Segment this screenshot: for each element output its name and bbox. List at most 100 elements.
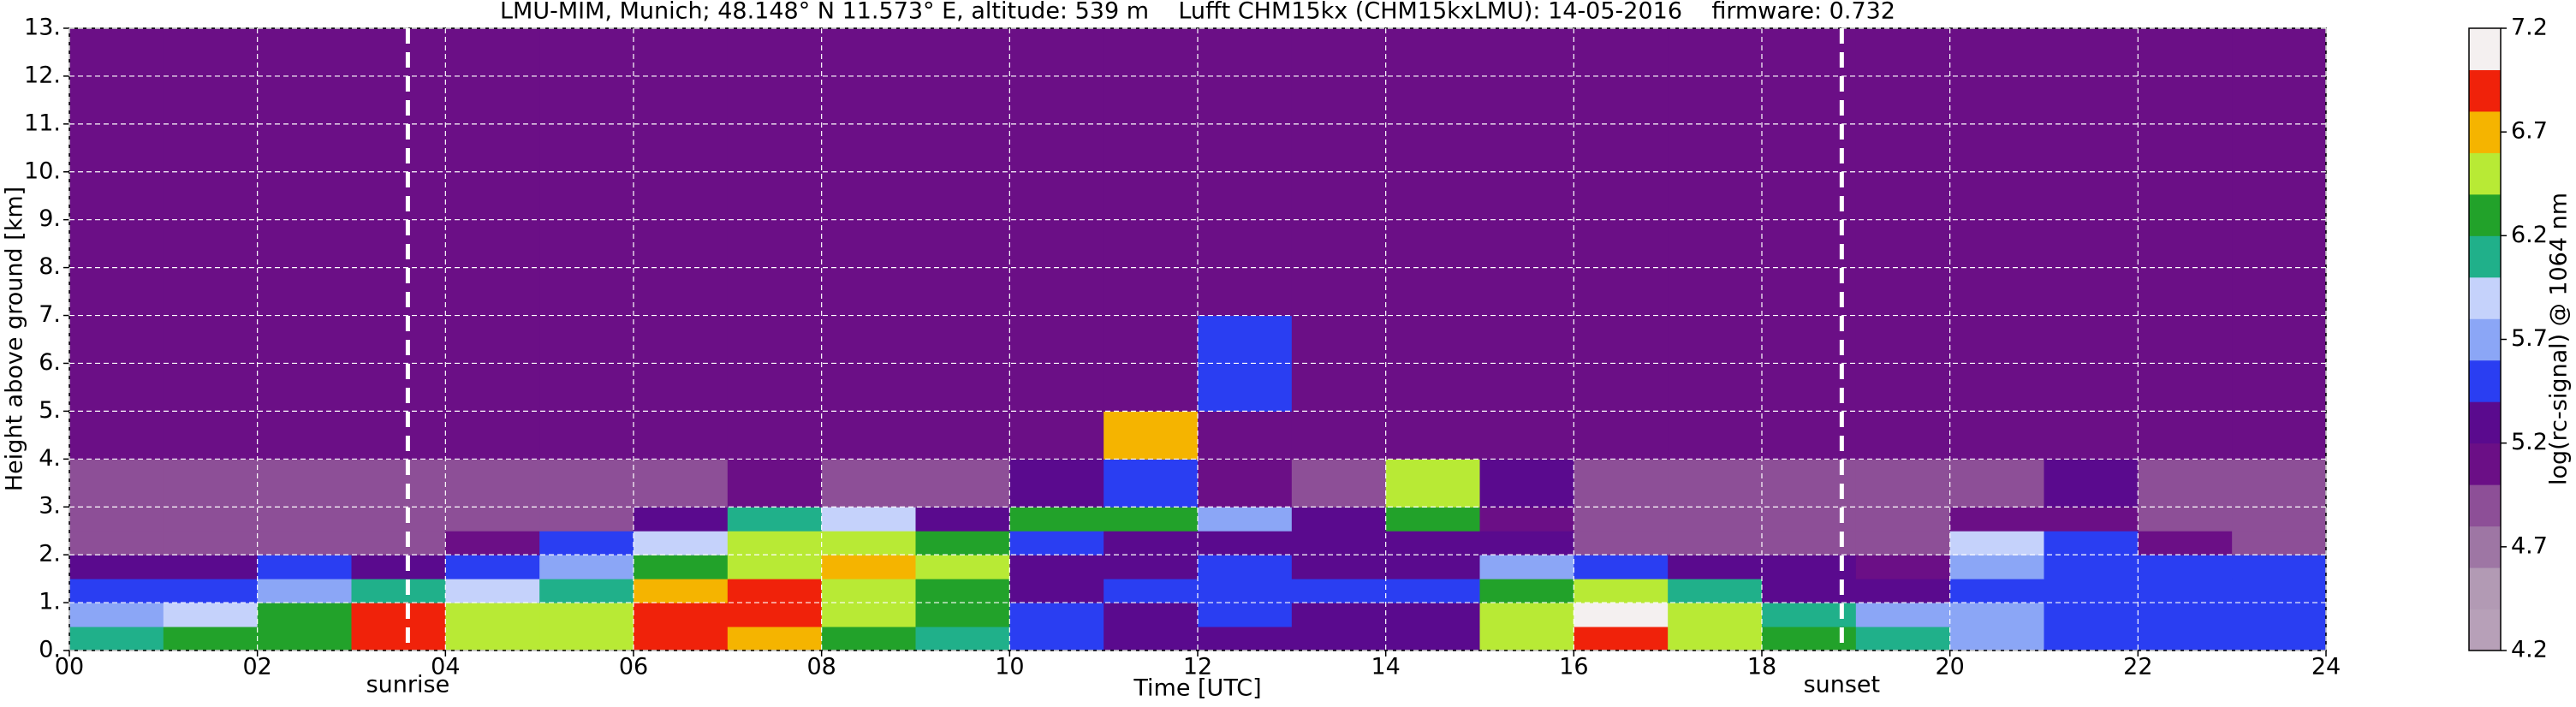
x-tick-label: 06 <box>619 654 648 680</box>
heatmap-cell <box>257 507 352 532</box>
heatmap-cell <box>1291 459 1387 508</box>
y-tick-label: 7. <box>39 301 61 328</box>
heatmap-cell <box>1479 627 1574 651</box>
heatmap-cell <box>2232 507 2327 532</box>
colorbar-segment <box>2469 359 2501 402</box>
heatmap-cell <box>1385 627 1480 651</box>
heatmap-cell <box>1104 531 1199 556</box>
heatmap-cell <box>1668 459 1763 508</box>
heatmap-cell <box>1574 627 1669 651</box>
heatmap-cell <box>69 555 164 579</box>
heatmap-cell <box>257 459 352 508</box>
annotation-label: sunrise <box>366 672 450 698</box>
heatmap-cell <box>915 627 1010 651</box>
heatmap-cell <box>1291 579 1387 603</box>
colorbar-tick-label: 6.2 <box>2511 222 2548 248</box>
heatmap-cell <box>821 507 916 532</box>
heatmap-cell <box>2044 627 2139 651</box>
heatmap-cell <box>2138 531 2233 556</box>
heatmap-cell <box>915 603 1010 627</box>
y-tick-label: 6. <box>39 349 61 376</box>
heatmap-cell <box>1668 579 1763 603</box>
heatmap-cell <box>2044 555 2139 579</box>
heatmap-cell <box>634 603 729 627</box>
heatmap-cell <box>2044 603 2139 627</box>
y-tick-label: 12. <box>24 62 61 88</box>
heatmap-cell <box>1385 507 1480 532</box>
heatmap-cell <box>1668 603 1763 627</box>
heatmap-cell <box>539 531 634 556</box>
colorbar-tick-label: 4.2 <box>2511 637 2548 663</box>
x-tick-label: 00 <box>55 654 84 680</box>
colorbar-segment <box>2469 567 2501 610</box>
heatmap-cell <box>1949 579 2044 603</box>
heatmap-cell <box>351 411 446 460</box>
heatmap-cell <box>821 555 916 579</box>
heatmap-cell <box>257 555 352 579</box>
heatmap-cell <box>1104 603 1199 627</box>
heatmap-cell <box>351 627 446 651</box>
x-tick-label: 04 <box>431 654 460 680</box>
heatmap-cell <box>1574 411 1669 460</box>
heatmap-cell <box>1198 507 1293 532</box>
heatmap-cell <box>1855 531 1951 556</box>
heatmap-cell <box>727 555 823 579</box>
heatmap-cell <box>634 627 729 651</box>
colorbar-segment <box>2469 318 2501 361</box>
heatmap-cell <box>1949 459 2044 508</box>
heatmap-cell <box>2232 459 2327 508</box>
heatmap-cell <box>69 627 164 651</box>
heatmap-cell <box>1574 507 1669 532</box>
heatmap-cell <box>727 627 823 651</box>
heatmap-cell <box>915 411 1010 460</box>
heatmap-cell <box>1385 411 1480 460</box>
colorbar-segment <box>2469 69 2501 112</box>
heatmap-cell <box>1009 555 1104 579</box>
heatmap-cell <box>163 459 259 508</box>
annotation-label: sunset <box>1804 672 1881 698</box>
heatmap-cell <box>2044 531 2139 556</box>
heatmap-cell <box>445 411 540 460</box>
heatmap-cell <box>445 555 540 579</box>
heatmap-cell <box>69 579 164 603</box>
heatmap-cell <box>351 507 446 532</box>
heatmap-cell <box>821 531 916 556</box>
heatmap-cell <box>69 531 164 556</box>
x-tick-label: 20 <box>1935 654 1964 680</box>
heatmap-cell <box>915 579 1010 603</box>
heatmap-cell <box>821 459 916 508</box>
heatmap-cell <box>1479 531 1574 556</box>
heatmap-cell <box>1855 459 1951 508</box>
heatmap-cell <box>1668 507 1763 532</box>
heatmap-cell <box>727 579 823 603</box>
heatmap-cell <box>1009 603 1104 627</box>
x-tick-label: 12 <box>1183 654 1212 680</box>
heatmap-cell <box>1009 507 1104 532</box>
heatmap-cell <box>2138 627 2233 651</box>
x-tick-label: 02 <box>242 654 271 680</box>
heatmap-cell <box>445 507 540 532</box>
heatmap-cell <box>821 579 916 603</box>
heatmap-cell <box>1949 531 2044 556</box>
heatmap-cell <box>2232 531 2327 556</box>
heatmap-cell <box>1385 459 1480 508</box>
heatmap-cell <box>1009 459 1104 508</box>
heatmap-cell <box>1949 507 2044 532</box>
heatmap-cell <box>2138 579 2233 603</box>
heatmap-cell <box>257 627 352 651</box>
heatmap-cell <box>445 603 540 627</box>
heatmap-cell <box>2232 411 2327 460</box>
heatmap-cell <box>1855 627 1951 651</box>
heatmap-cell <box>1198 411 1293 460</box>
heatmap-cell <box>1009 627 1104 651</box>
heatmap-cell <box>163 555 259 579</box>
y-tick-label: 8. <box>39 253 61 280</box>
heatmap-cell <box>1104 555 1199 579</box>
heatmap-cell <box>2232 603 2327 627</box>
heatmap-cell <box>69 603 164 627</box>
heatmap-cell <box>69 411 164 460</box>
x-tick-label: 18 <box>1747 654 1776 680</box>
y-tick-label: 10. <box>24 157 61 184</box>
heatmap-cell <box>1855 411 1951 460</box>
